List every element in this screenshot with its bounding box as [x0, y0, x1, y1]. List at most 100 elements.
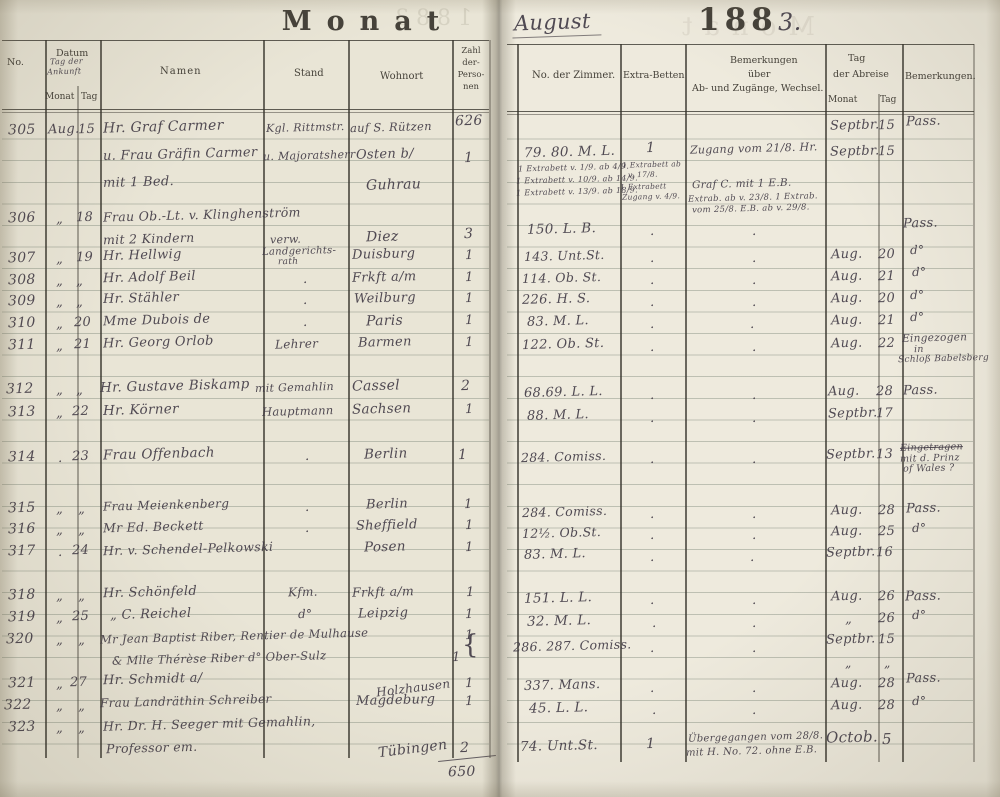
ledger-entry: 20	[73, 314, 92, 331]
ledger-entry: 45. L. L.	[528, 699, 589, 717]
ledger-entry: Magdeburg	[355, 691, 436, 710]
left-page-ruling	[2, 118, 489, 758]
ledger-entry: .	[649, 272, 655, 289]
ledger-entry: 650	[447, 763, 476, 781]
ledger-entry: „	[55, 338, 64, 355]
col-header-bemerkungen-abzu: Bemerkungen	[730, 55, 798, 66]
ledger-entry: 1	[464, 539, 474, 556]
ledger-entry: d°	[909, 242, 925, 258]
ledger-entry: 320	[5, 630, 34, 648]
ledger-entry: 308	[7, 271, 36, 289]
ledger-entry: auf S. Rützen	[349, 118, 432, 136]
ledger-entry: .	[649, 339, 655, 356]
ledger-entry: 28	[877, 697, 896, 714]
ledger-entry: 24	[71, 542, 90, 559]
ledger-entry: .	[302, 314, 308, 331]
ledger-entry: .	[651, 615, 657, 632]
ledger-entry: 74. Unt.St.	[519, 736, 599, 756]
ledger-entry: mit 1 Bed.	[102, 174, 175, 191]
ledger-entry: Berlin	[363, 445, 408, 463]
ledger-entry: Frkft a/m	[351, 269, 417, 286]
ledger-entry: .	[649, 506, 655, 523]
ledger-entry: „	[55, 294, 64, 311]
ledger-entry: Septbr.	[825, 544, 876, 561]
ledger-entry: Guhrau	[365, 176, 422, 194]
rule	[878, 94, 880, 762]
ledger-entry: 12½. Ob.St.	[521, 523, 602, 542]
ledger-entry: .	[649, 294, 655, 311]
ledger-entry: „	[55, 610, 64, 627]
ledger-entry: .	[649, 451, 655, 468]
ledger-entry: 337. Mans.	[523, 677, 601, 694]
ledger-entry: Diez	[365, 228, 399, 246]
left-page-title: Monat	[281, 6, 455, 37]
right-page-ruling	[507, 118, 973, 763]
ledger-entry: 28	[877, 675, 896, 692]
ledger-entry: d°	[909, 309, 925, 325]
ledger-entry: Aug.	[830, 588, 863, 605]
ledger-entry: Weilburg	[353, 290, 417, 307]
ledger-entry: 1	[464, 312, 474, 329]
ledger-entry: .	[304, 448, 310, 465]
ledger-entry: 1	[457, 446, 468, 464]
ledger-entry: 83. M. L.	[523, 546, 587, 563]
ledger-entry: 314	[7, 448, 36, 466]
col-header-zahl: Perso-	[457, 70, 485, 80]
rule	[507, 114, 974, 116]
ledger-entry: 1 Extrabett	[619, 181, 667, 192]
ledger-entry: 17	[875, 405, 894, 422]
ledger-entry: .	[649, 250, 655, 267]
ledger-entry: 1	[464, 247, 474, 264]
ledger-entry: Landgerichts-	[261, 245, 337, 258]
ledger-entry: 317	[7, 542, 36, 560]
ledger-entry: 26	[877, 610, 896, 627]
ledger-entry: .	[649, 316, 655, 333]
ledger-entry: 19	[75, 249, 94, 266]
ledger-entry: 306	[7, 209, 36, 227]
ledger-entry: 1	[464, 675, 474, 692]
ledger-entry: .	[649, 680, 655, 697]
ledger-entry: d°	[911, 264, 927, 280]
rule	[100, 40, 102, 758]
ledger-entry: Aug.	[830, 290, 863, 307]
ledger-entry: Aug.	[47, 121, 80, 138]
ledger-entry: „	[55, 273, 64, 290]
ledger-entry: 22	[71, 403, 90, 420]
ledger-entry: „	[77, 501, 86, 518]
ledger-entry: Berlin	[365, 496, 409, 513]
ledger-entry: „	[844, 611, 853, 628]
ledger-entry: Hr. Adolf Beil	[102, 268, 196, 287]
ledger-entry: 1	[464, 334, 474, 351]
ledger-entry: .	[751, 223, 757, 240]
ledger-entry: Hauptmann	[261, 403, 334, 419]
ledger-entry: „	[55, 522, 64, 539]
ledger-entry: Octob.	[825, 727, 879, 747]
ledger-entry: 13	[875, 446, 894, 463]
ledger-entry: 319	[7, 608, 36, 626]
ledger-entry: Tag der	[49, 56, 84, 67]
ledger-entry: Aug.	[830, 502, 863, 519]
ledger-entry: .	[751, 339, 757, 356]
ledger-entry: „	[55, 405, 64, 422]
ledger-entry: u. Majoratsherr	[262, 147, 356, 164]
ledger-entry: Paris	[365, 312, 404, 330]
ledger-entry: Hr. Schmidt a/	[102, 670, 203, 689]
ledger-entry: 150. L. B.	[526, 220, 597, 238]
ledger-entry: 151. L. L.	[523, 589, 593, 607]
rule	[620, 44, 622, 762]
ledger-entry: verw.	[269, 232, 302, 247]
ledger-entry: of Wales ?	[902, 462, 955, 475]
ledger-entry: Pass.	[902, 215, 939, 232]
ledger-entry: Zugang v. 4/9.	[621, 191, 681, 202]
ledger-entry: 1	[451, 649, 461, 666]
ledger-entry: 15	[877, 117, 896, 134]
ledger-entry: 28	[875, 383, 894, 400]
ledger-entry: .	[751, 294, 757, 311]
ledger-entry: 32. M. L.	[526, 612, 592, 630]
rule	[507, 44, 974, 46]
rule	[2, 40, 489, 42]
ledger-entry: 626	[454, 112, 483, 130]
ledger-entry: .	[302, 292, 308, 309]
rule	[263, 40, 265, 758]
